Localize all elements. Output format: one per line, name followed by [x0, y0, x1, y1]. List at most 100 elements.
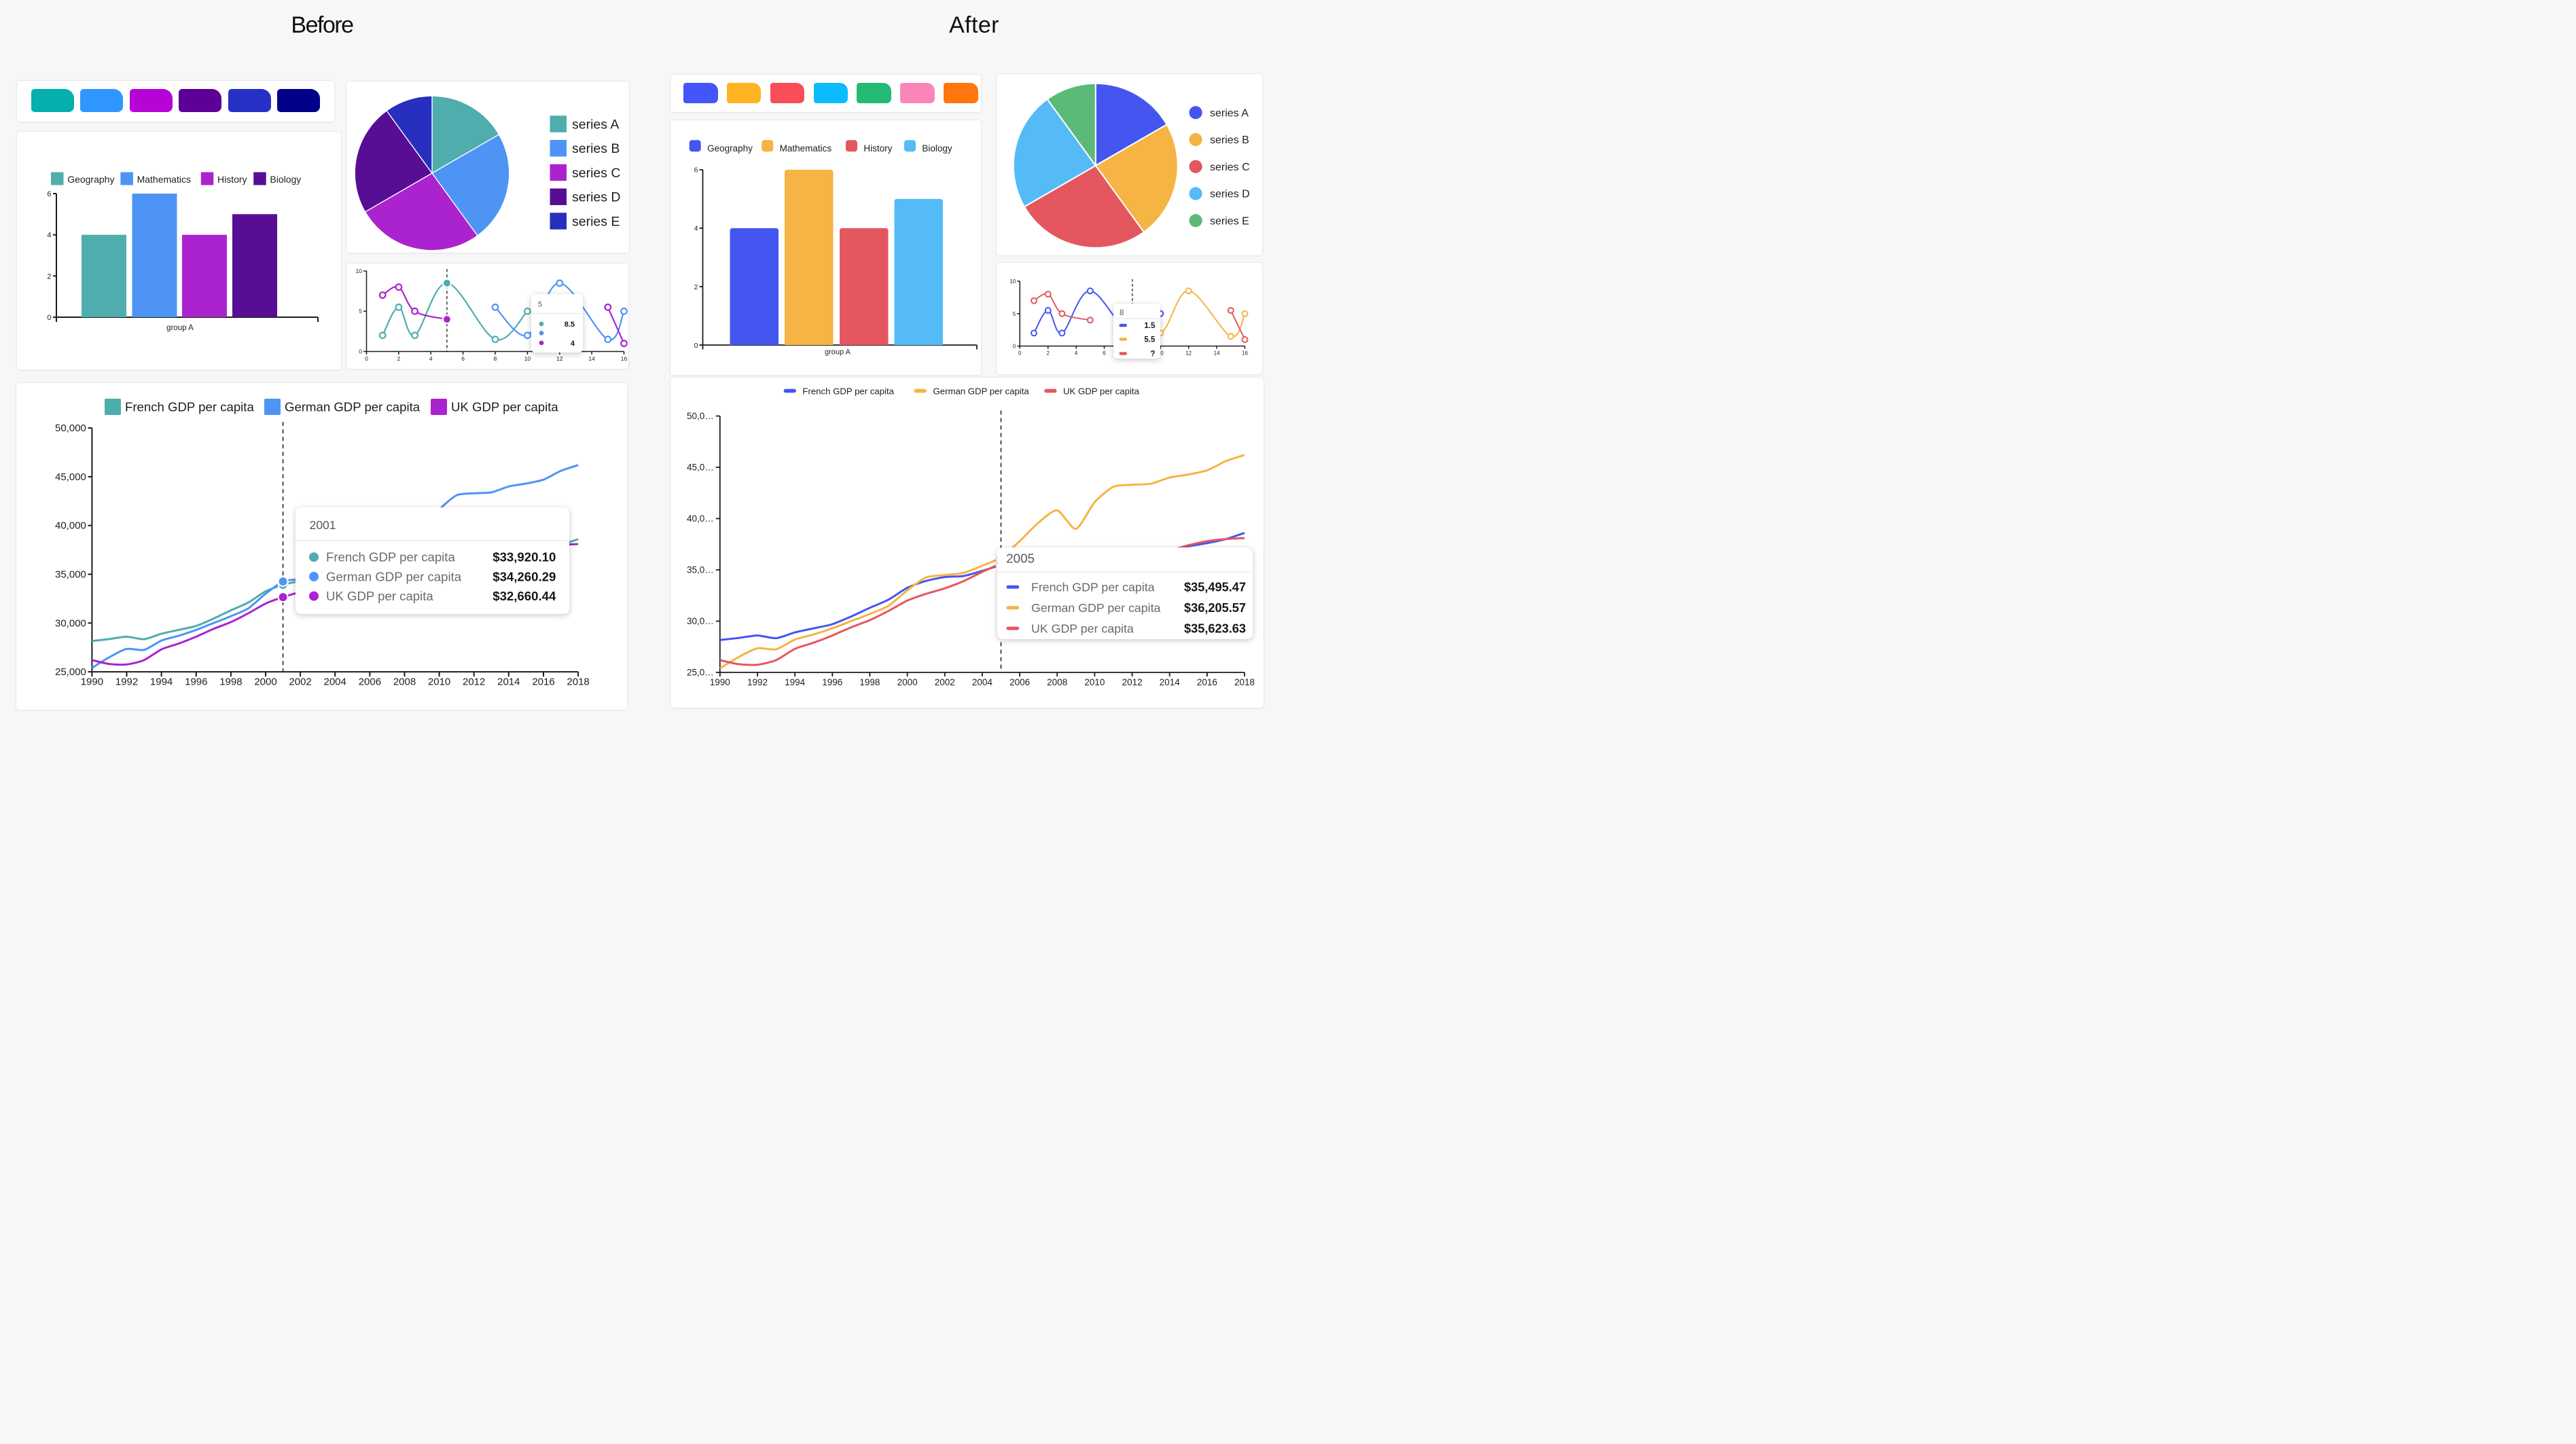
- svg-text:UK GDP per capita: UK GDP per capita: [1063, 386, 1140, 397]
- svg-text:History: History: [217, 174, 247, 185]
- svg-text:Biology: Biology: [270, 174, 301, 185]
- svg-text:35,000: 35,000: [55, 568, 86, 580]
- svg-text:1990: 1990: [81, 676, 103, 687]
- svg-text:6: 6: [1103, 350, 1106, 356]
- svg-text:5: 5: [359, 308, 362, 314]
- svg-text:2: 2: [694, 283, 698, 291]
- svg-text:12: 12: [1185, 350, 1192, 356]
- svg-text:UK GDP per capita: UK GDP per capita: [451, 399, 558, 414]
- svg-text:2006: 2006: [359, 676, 381, 687]
- svg-text:series E: series E: [572, 214, 620, 229]
- svg-text:1.5: 1.5: [1144, 322, 1156, 330]
- svg-text:30,0…: 30,0…: [687, 616, 714, 626]
- svg-text:German GDP per capita: German GDP per capita: [1031, 600, 1161, 614]
- svg-text:1994: 1994: [150, 676, 173, 687]
- svg-text:1994: 1994: [785, 677, 806, 687]
- svg-text:Biology: Biology: [922, 143, 952, 154]
- svg-text:series D: series D: [572, 189, 621, 204]
- svg-text:2016: 2016: [1197, 677, 1217, 687]
- svg-text:4: 4: [429, 355, 433, 362]
- svg-text:2: 2: [1046, 350, 1050, 356]
- svg-text:series B: series B: [572, 141, 620, 156]
- svg-text:2001: 2001: [310, 518, 336, 532]
- svg-text:0: 0: [1018, 350, 1021, 356]
- svg-text:2: 2: [397, 355, 401, 362]
- svg-text:UK GDP per capita: UK GDP per capita: [1031, 621, 1134, 635]
- svg-text:group A: group A: [166, 324, 194, 332]
- svg-text:25,0…: 25,0…: [687, 668, 714, 678]
- svg-text:$32,660.44: $32,660.44: [493, 589, 556, 603]
- svg-text:series D: series D: [1210, 189, 1250, 200]
- svg-text:?: ?: [1150, 350, 1155, 358]
- svg-text:5.5: 5.5: [1144, 336, 1156, 344]
- svg-text:40,0…: 40,0…: [687, 513, 714, 524]
- svg-text:2000: 2000: [254, 676, 276, 687]
- svg-text:2012: 2012: [463, 676, 485, 687]
- svg-text:series B: series B: [1210, 134, 1249, 146]
- svg-text:1998: 1998: [219, 676, 242, 687]
- svg-text:French GDP per capita: French GDP per capita: [125, 399, 254, 414]
- svg-text:German GDP per capita: German GDP per capita: [326, 569, 462, 583]
- svg-text:$35,623.63: $35,623.63: [1184, 621, 1246, 635]
- svg-text:2018: 2018: [1234, 677, 1255, 687]
- svg-text:2014: 2014: [1160, 677, 1181, 687]
- svg-text:12: 12: [556, 355, 563, 362]
- svg-text:UK GDP per capita: UK GDP per capita: [326, 589, 433, 603]
- svg-text:series C: series C: [1210, 162, 1250, 173]
- svg-text:4: 4: [694, 224, 698, 232]
- svg-text:6: 6: [47, 190, 51, 198]
- svg-text:10: 10: [1157, 350, 1163, 356]
- svg-text:10: 10: [1009, 278, 1016, 285]
- svg-text:group A: group A: [825, 348, 851, 356]
- svg-text:German GDP per capita: German GDP per capita: [285, 399, 421, 414]
- svg-text:8: 8: [494, 355, 497, 362]
- svg-text:2010: 2010: [428, 676, 450, 687]
- svg-text:1990: 1990: [710, 677, 730, 687]
- svg-text:$35,495.47: $35,495.47: [1184, 580, 1246, 594]
- svg-text:4: 4: [1074, 350, 1077, 356]
- svg-text:series C: series C: [572, 165, 621, 180]
- svg-text:6: 6: [694, 166, 698, 174]
- svg-text:50,0…: 50,0…: [687, 411, 714, 421]
- svg-text:series A: series A: [572, 117, 619, 132]
- svg-text:$34,260.29: $34,260.29: [493, 569, 556, 583]
- svg-text:German GDP per capita: German GDP per capita: [933, 386, 1030, 397]
- svg-text:Geography: Geography: [67, 174, 114, 185]
- svg-text:2002: 2002: [935, 677, 955, 687]
- svg-text:6: 6: [461, 355, 465, 362]
- svg-text:1992: 1992: [115, 676, 138, 687]
- svg-text:2004: 2004: [324, 676, 346, 687]
- svg-text:Mathematics: Mathematics: [780, 143, 832, 154]
- svg-text:45,000: 45,000: [55, 471, 86, 482]
- svg-text:16: 16: [621, 355, 628, 362]
- svg-text:10: 10: [524, 355, 531, 362]
- svg-text:History: History: [863, 143, 892, 154]
- svg-text:0: 0: [365, 355, 368, 362]
- svg-text:5: 5: [1012, 310, 1016, 317]
- svg-text:2012: 2012: [1122, 677, 1143, 687]
- svg-text:Geography: Geography: [707, 143, 753, 154]
- svg-text:1998: 1998: [859, 677, 880, 687]
- svg-text:$36,205.57: $36,205.57: [1184, 600, 1246, 614]
- svg-text:2006: 2006: [1009, 677, 1030, 687]
- svg-text:40,000: 40,000: [55, 520, 86, 531]
- svg-text:French GDP per capita: French GDP per capita: [1031, 580, 1155, 594]
- svg-text:5: 5: [538, 301, 542, 309]
- svg-text:16: 16: [1242, 350, 1248, 356]
- svg-text:2005: 2005: [1006, 551, 1035, 565]
- svg-text:0: 0: [1012, 343, 1016, 349]
- svg-text:1996: 1996: [185, 676, 207, 687]
- svg-text:0: 0: [47, 314, 51, 322]
- svg-text:2008: 2008: [1047, 677, 1067, 687]
- svg-text:2016: 2016: [532, 676, 554, 687]
- svg-text:French GDP per capita: French GDP per capita: [802, 386, 894, 397]
- svg-text:2: 2: [47, 272, 51, 281]
- svg-text:30,000: 30,000: [55, 617, 86, 629]
- svg-text:25,000: 25,000: [55, 666, 86, 678]
- svg-text:2008: 2008: [393, 676, 416, 687]
- svg-text:35,0…: 35,0…: [687, 565, 714, 575]
- svg-text:2014: 2014: [497, 676, 520, 687]
- svg-text:2018: 2018: [567, 676, 589, 687]
- svg-text:series A: series A: [1210, 107, 1249, 119]
- svg-text:$33,920.10: $33,920.10: [493, 550, 556, 564]
